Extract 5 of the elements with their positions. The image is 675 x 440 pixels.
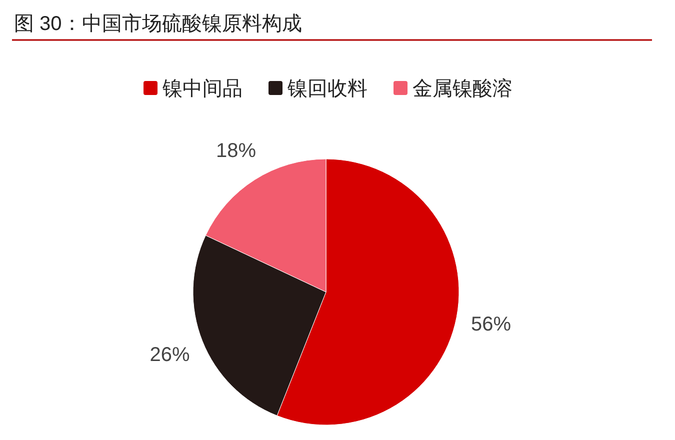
legend: 镍中间品 镍回收料 金属镍酸溶 [144,78,512,100]
legend-label: 镍中间品 [162,78,242,100]
title: 图 30：中国市场硫酸镍原料构成 [14,13,302,35]
legend-label: 金属镍酸溶 [412,78,512,100]
legend-label: 镍回收料 [286,78,368,100]
